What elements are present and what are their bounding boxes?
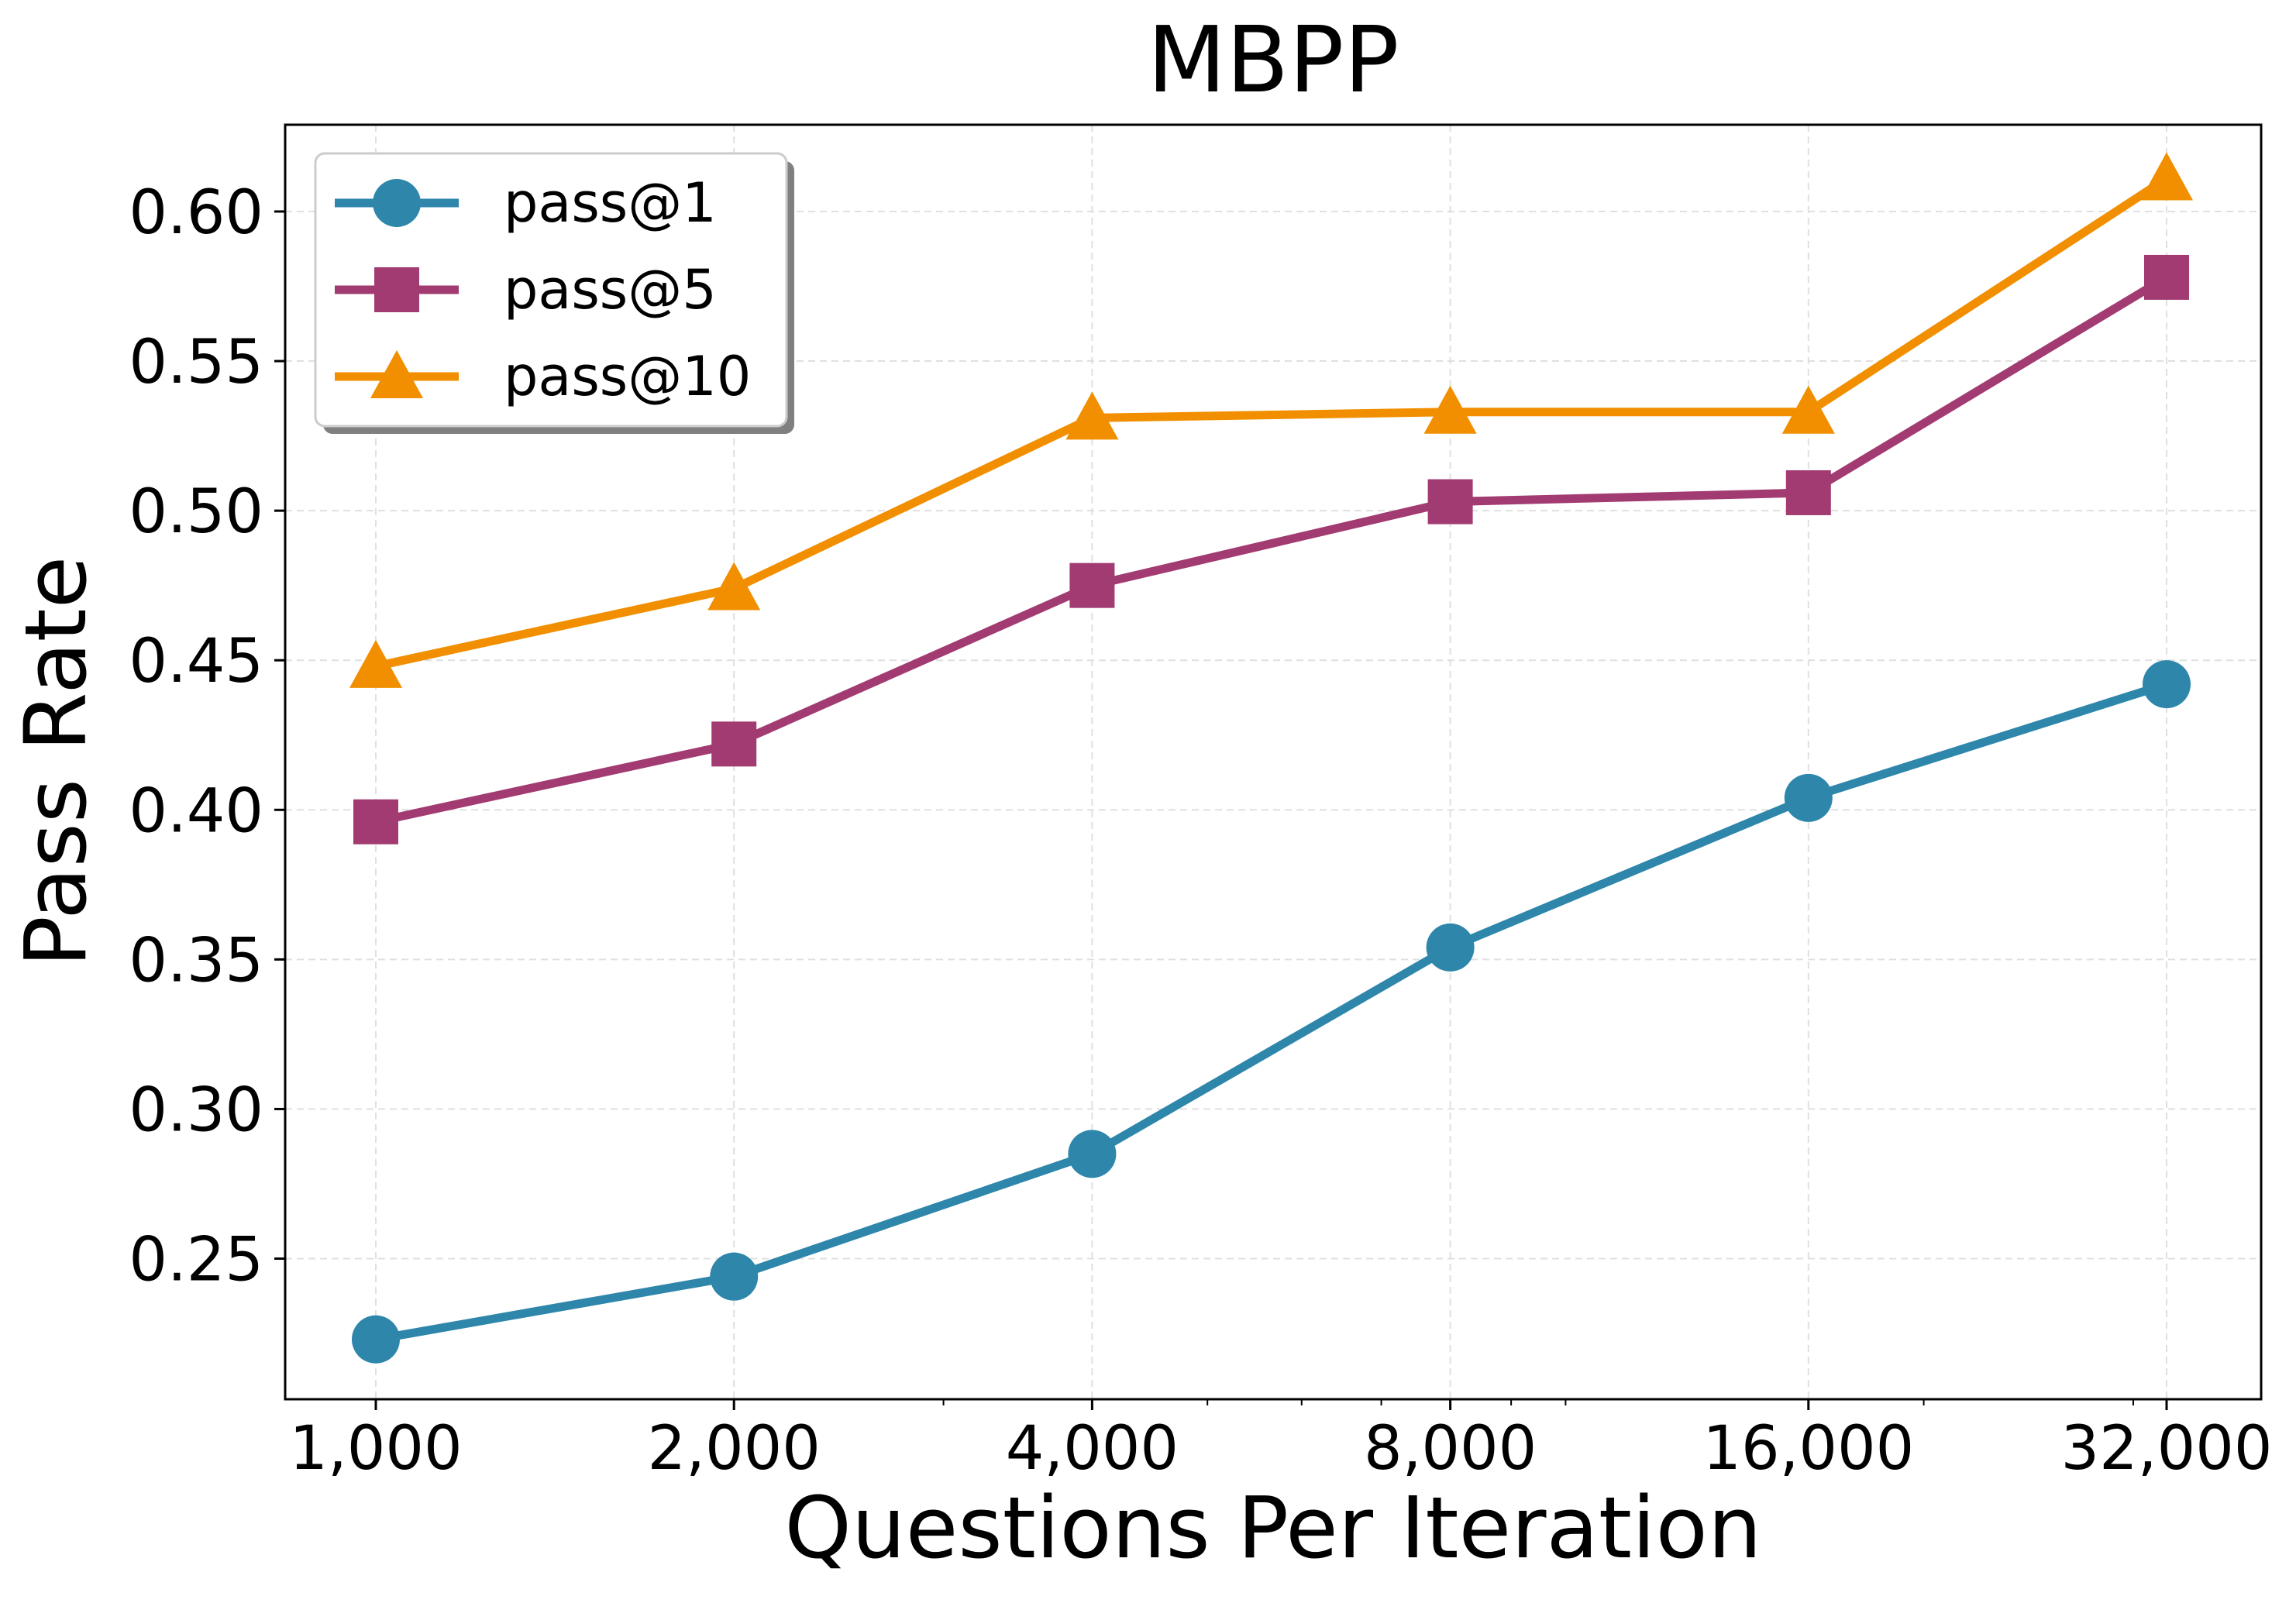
- triangle-marker: [1781, 385, 1835, 434]
- legend-box: [314, 152, 788, 428]
- y-tick-label: 0.40: [129, 776, 263, 846]
- y-tick-label: 0.60: [129, 178, 263, 248]
- triangle-marker: [1065, 391, 1119, 440]
- series-pass@5: [353, 254, 2189, 844]
- legend-label: pass@5: [504, 258, 717, 322]
- x-tick-label: 16,000: [1702, 1414, 1914, 1484]
- circle-marker: [1068, 1130, 1117, 1178]
- square-marker: [1427, 479, 1473, 525]
- x-tick-label: 8,000: [1364, 1414, 1537, 1484]
- legend-label: pass@1: [504, 171, 717, 235]
- square-marker: [2144, 254, 2189, 300]
- circle-marker: [2143, 660, 2191, 709]
- triangle-marker: [349, 639, 402, 688]
- square-marker: [711, 721, 757, 767]
- square-marker: [1069, 562, 1115, 608]
- series-pass@1: [352, 660, 2191, 1364]
- square-marker: [353, 799, 398, 844]
- x-tick-label: 1,000: [289, 1414, 462, 1484]
- x-axis-label: Questions Per Iteration: [784, 1478, 1761, 1577]
- legend: pass@1 pass@5 pass@10: [314, 152, 794, 434]
- square-marker: [1785, 470, 1831, 515]
- legend-entry: pass@1: [335, 171, 717, 235]
- legend-entry: pass@10: [335, 345, 751, 408]
- legend-marker: [373, 179, 421, 227]
- series-line: [375, 679, 2168, 1344]
- circle-marker: [1784, 773, 1833, 822]
- x-tick-label: 4,000: [1006, 1414, 1179, 1484]
- y-tick-label: 0.35: [129, 926, 263, 996]
- series-pass@10: [349, 152, 2193, 688]
- y-tick-label: 0.25: [129, 1226, 263, 1295]
- circle-marker: [710, 1252, 759, 1301]
- y-axis-label: Pass Rate: [6, 556, 105, 968]
- y-tick-label: 0.30: [129, 1075, 263, 1145]
- triangle-marker: [2140, 152, 2193, 201]
- legend-marker: [374, 267, 419, 312]
- circle-marker: [1426, 923, 1475, 972]
- chart-title: MBPP: [1147, 6, 1399, 113]
- legend-marker: [370, 350, 423, 398]
- legend-entry: pass@5: [335, 258, 717, 322]
- series-line: [374, 174, 2170, 671]
- series-layer: [349, 152, 2193, 1364]
- circle-marker: [352, 1315, 400, 1364]
- x-tick-label: 2,000: [648, 1414, 821, 1484]
- triangle-marker: [1423, 385, 1477, 434]
- y-tick-label: 0.55: [129, 328, 263, 397]
- y-tick-label: 0.50: [129, 477, 263, 547]
- series-line: [374, 273, 2169, 827]
- x-tick-label: 32,000: [2061, 1414, 2273, 1484]
- legend-entries: pass@1 pass@5 pass@10: [335, 171, 751, 408]
- triangle-marker: [707, 562, 761, 611]
- axis-ticks: 1,000 2,000 4,000 8,000 16,000 32,000 0.25 0.30…: [129, 178, 2272, 1484]
- y-tick-label: 0.45: [129, 627, 263, 697]
- legend-label: pass@10: [504, 345, 751, 408]
- plot-frame: [284, 123, 2263, 1401]
